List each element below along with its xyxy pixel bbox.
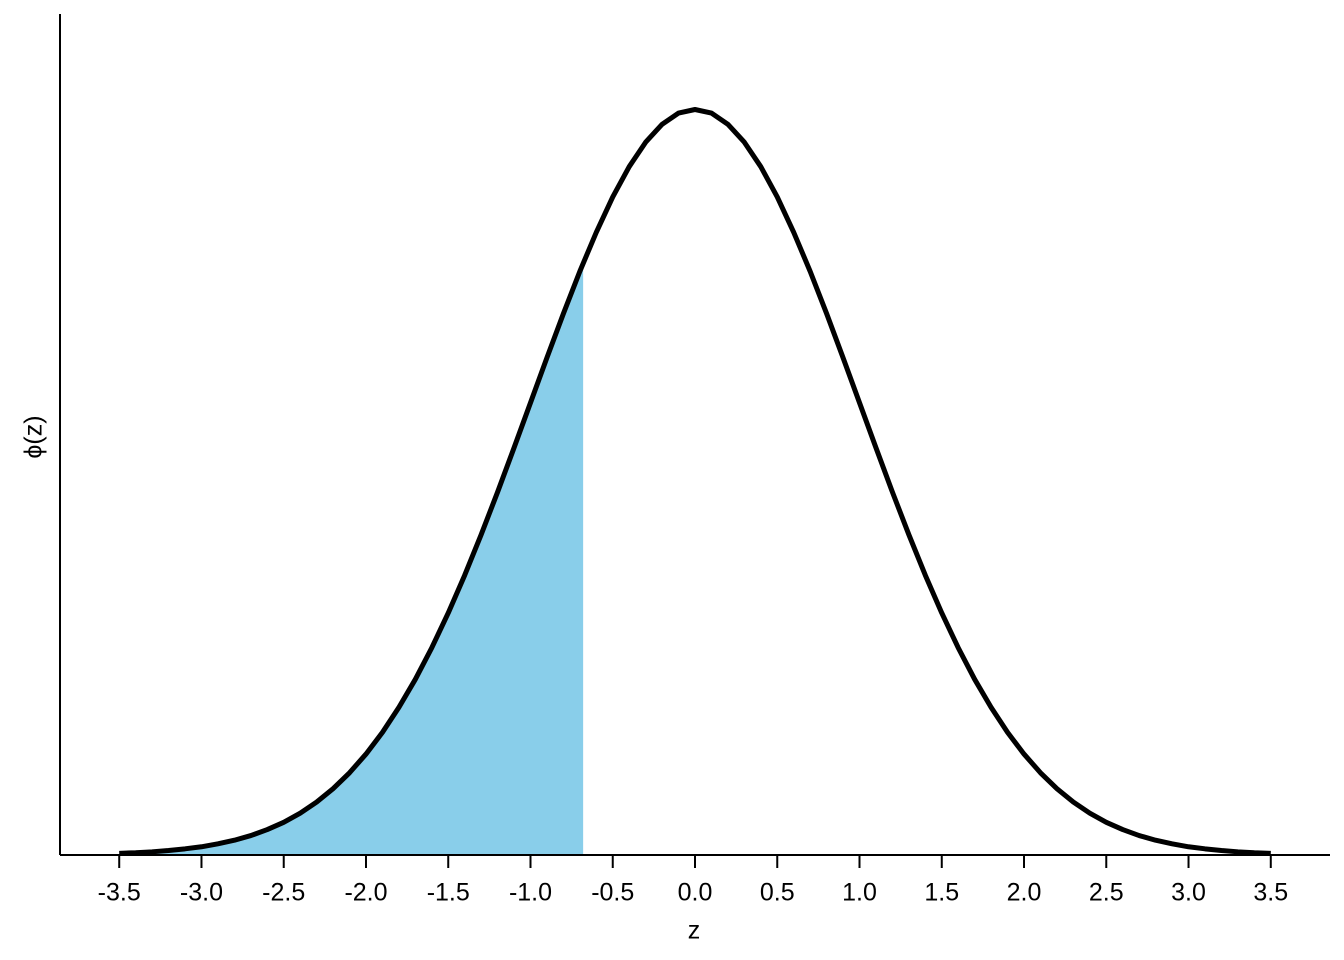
shaded-area xyxy=(119,263,584,855)
x-tick-label: -0.5 xyxy=(591,879,634,907)
x-tick-label: -2.5 xyxy=(262,879,305,907)
x-tick-label: -1.5 xyxy=(427,879,470,907)
x-tick-label: 2.5 xyxy=(1089,879,1124,907)
y-axis-label: ϕ(z) xyxy=(20,415,48,458)
x-tick-label: 0.0 xyxy=(678,879,713,907)
x-tick-label: -3.5 xyxy=(98,879,141,907)
density-curve xyxy=(119,107,1271,856)
x-tick-label: 3.0 xyxy=(1171,879,1206,907)
x-tick-label: 0.5 xyxy=(760,879,795,907)
x-tick-label: -1.0 xyxy=(509,879,552,907)
x-tick-label: 1.0 xyxy=(842,879,877,907)
x-tick-label: -2.0 xyxy=(344,879,387,907)
x-tick-label: 2.0 xyxy=(1007,879,1042,907)
x-tick-label: 1.5 xyxy=(924,879,959,907)
x-tick-label: -3.0 xyxy=(180,879,223,907)
x-tick-label: 3.5 xyxy=(1253,879,1288,907)
x-axis-label: z xyxy=(688,917,701,945)
